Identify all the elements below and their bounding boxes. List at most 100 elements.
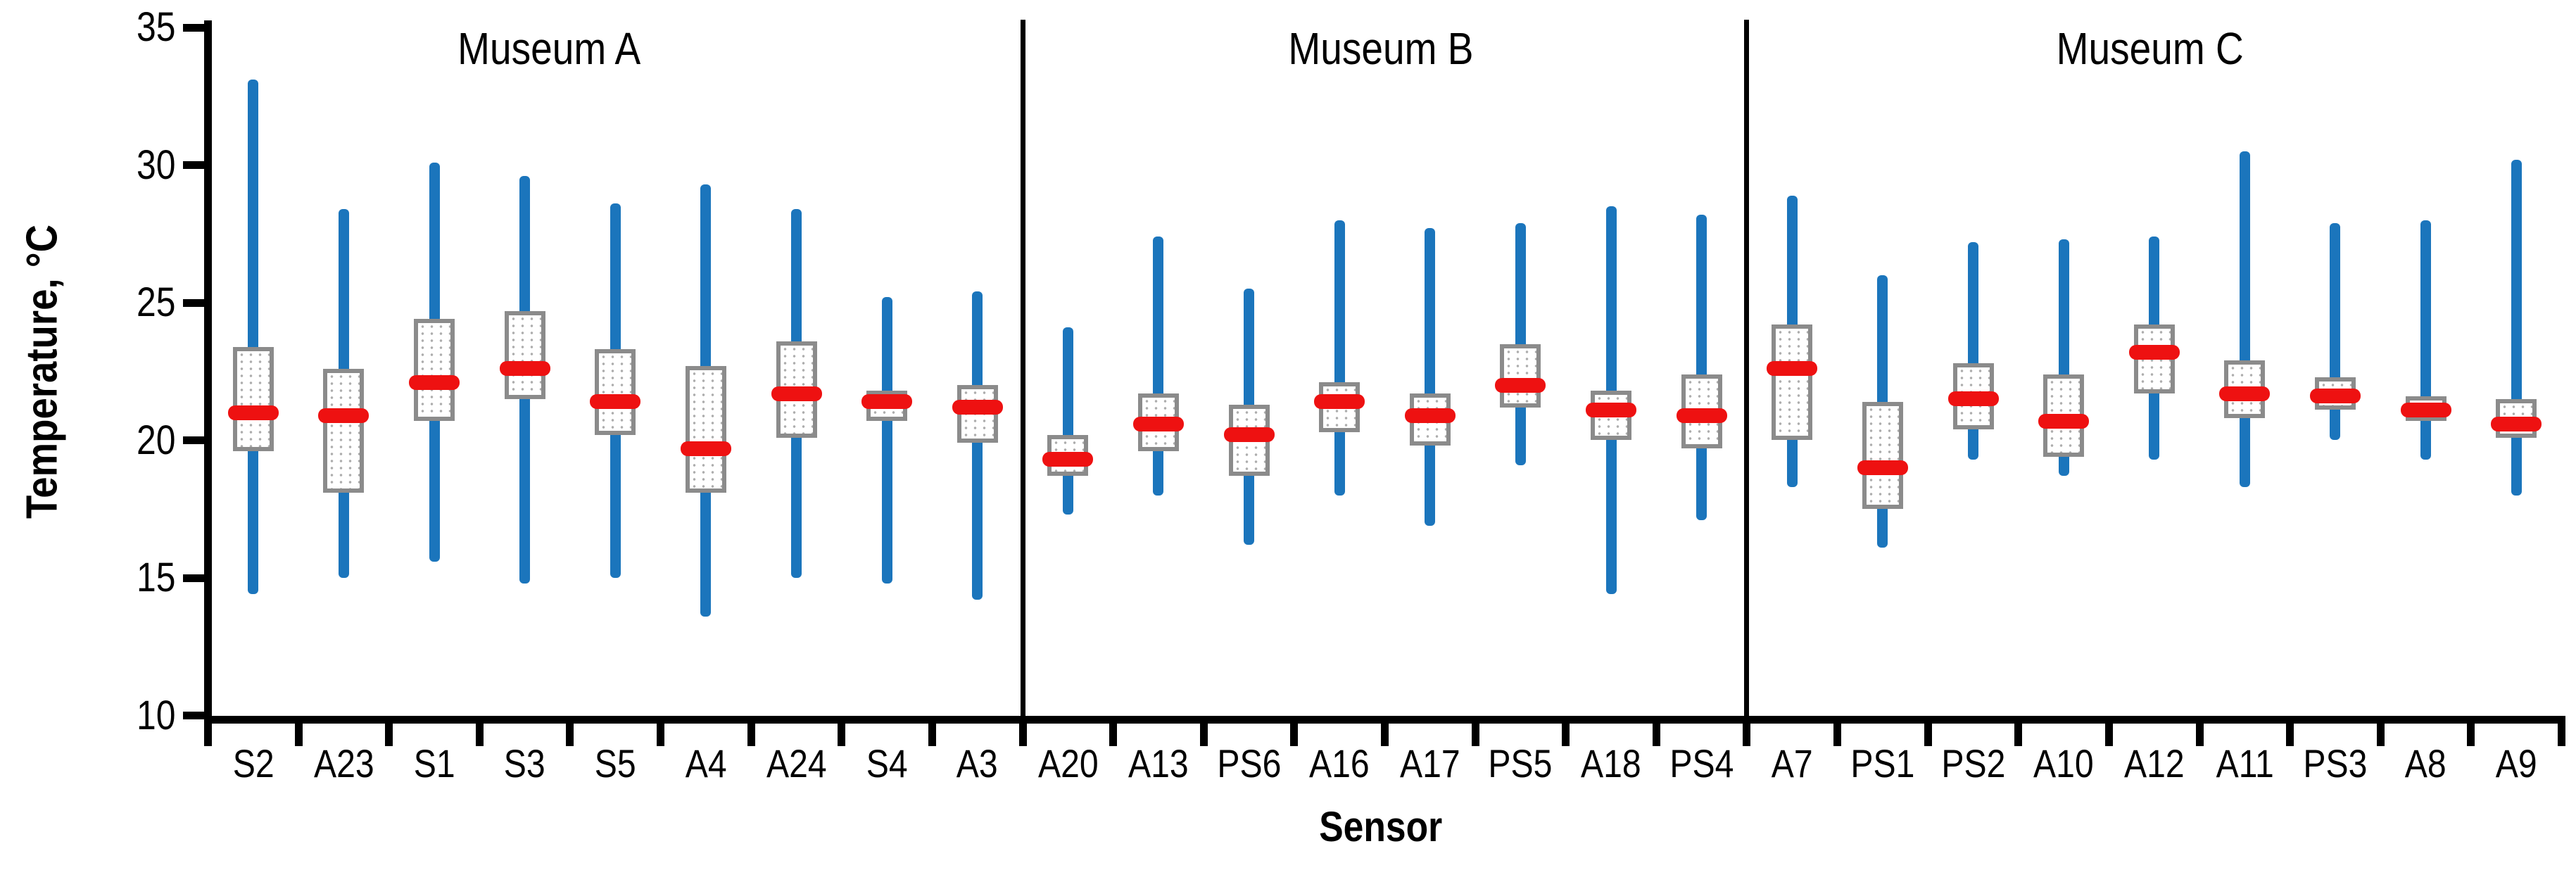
mean-marker: [680, 441, 731, 456]
iqr-box: [1500, 343, 1541, 408]
group-title-museum-c: Museum C: [2056, 23, 2244, 74]
x-axis-tick: [2558, 723, 2565, 746]
x-category-label: A24: [733, 742, 860, 786]
y-tick-label: 15: [21, 555, 176, 600]
x-category-label-text: A13: [1128, 741, 1189, 786]
y-axis-title-text: Temperature, °C: [18, 225, 67, 519]
y-tick-label-text: 10: [137, 692, 176, 738]
x-category-label: A23: [280, 742, 407, 786]
y-tick-label-text: 35: [137, 4, 176, 50]
whisker-range-bar: [972, 291, 983, 600]
iqr-box: [232, 346, 274, 452]
x-axis-tick: [2376, 723, 2385, 746]
mean-marker: [318, 408, 370, 423]
x-category-label: A9: [2453, 742, 2576, 786]
mean-marker: [1223, 427, 1275, 443]
whisker-range-bar: [248, 80, 259, 595]
mean-marker: [1495, 377, 1546, 393]
mean-marker: [1042, 452, 1094, 467]
x-category-label: A7: [1729, 742, 1855, 786]
x-category-label: A8: [2363, 742, 2489, 786]
x-category-label-text: A11: [2216, 741, 2274, 786]
mean-marker: [1947, 391, 1999, 407]
mean-marker: [861, 394, 913, 410]
iqr-box: [323, 368, 365, 493]
mean-marker: [952, 400, 1003, 415]
group-title-museum-b: Museum B: [1288, 23, 1474, 74]
x-category-label-text: PS3: [2303, 741, 2368, 786]
iqr-box: [414, 319, 455, 422]
x-axis-tick: [747, 723, 755, 746]
x-category-label-text: PS1: [1850, 741, 1915, 786]
x-axis-tick: [1109, 723, 1118, 746]
x-category-label: A12: [2091, 742, 2218, 786]
x-category-label-text: A20: [1037, 741, 1099, 786]
x-category-label: A3: [914, 742, 1041, 786]
mean-marker: [1767, 361, 1818, 377]
whisker-range-bar: [1425, 228, 1436, 526]
mean-marker: [1857, 460, 1908, 476]
y-axis-tick: [183, 298, 204, 307]
x-axis-tick: [1743, 723, 1751, 746]
whisker-range-bar: [1062, 327, 1073, 515]
mean-marker: [499, 361, 550, 377]
x-axis-title-text: Sensor: [1319, 803, 1443, 850]
iqr-box: [504, 310, 545, 399]
y-axis-tick: [183, 23, 204, 32]
y-axis-tick: [183, 574, 204, 582]
x-axis-tick: [2467, 723, 2475, 746]
mean-marker: [409, 374, 460, 390]
x-axis-tick: [2286, 723, 2294, 746]
museum-divider-line: [1744, 20, 1750, 724]
x-category-label-text: PS5: [1488, 741, 1553, 786]
y-tick-label: 25: [21, 280, 176, 325]
whisker-range-bar: [2420, 220, 2432, 460]
x-axis-tick: [566, 723, 574, 746]
mean-marker: [2128, 344, 2180, 360]
mean-marker: [2038, 413, 2090, 429]
mean-marker: [771, 386, 822, 401]
y-axis-tick: [183, 161, 204, 169]
mean-marker: [2219, 386, 2271, 401]
x-category-label-text: S5: [594, 741, 636, 786]
x-category-label: PS2: [1910, 742, 2037, 786]
y-axis-tick: [183, 436, 204, 444]
x-category-label-text: A10: [2033, 741, 2094, 786]
y-tick-label-text: 20: [137, 417, 176, 463]
x-category-label-text: A24: [766, 741, 827, 786]
x-axis-tick: [294, 723, 303, 746]
whisker-range-bar: [2239, 151, 2250, 487]
mean-marker: [2309, 389, 2361, 404]
x-axis-tick: [1471, 723, 1479, 746]
x-axis-tick: [2195, 723, 2204, 746]
x-category-label: S1: [371, 742, 498, 786]
x-axis-tick: [1833, 723, 1842, 746]
whisker-range-bar: [1334, 220, 1345, 496]
x-axis-line: [204, 715, 2565, 724]
x-category-label-text: A18: [1581, 741, 1641, 786]
x-category-label-text: S1: [413, 741, 455, 786]
mean-marker: [2400, 402, 2451, 417]
whisker-range-bar: [2511, 159, 2522, 496]
x-axis-tick: [1290, 723, 1299, 746]
y-axis-tick: [183, 712, 204, 719]
mean-marker: [2491, 416, 2542, 431]
whisker-range-bar: [1153, 237, 1164, 496]
x-axis-tick: [2104, 723, 2113, 746]
iqr-box: [685, 365, 726, 493]
x-category-label-text: A3: [956, 741, 999, 786]
x-category-label: PS4: [1639, 742, 1765, 786]
x-axis-tick: [1924, 723, 1932, 746]
x-category-label: S3: [462, 742, 588, 786]
x-category-label: PS6: [1186, 742, 1313, 786]
x-axis-tick: [1562, 723, 1570, 746]
iqr-box: [1862, 401, 1903, 510]
y-tick-label: 35: [21, 5, 176, 50]
museum-divider-line: [1020, 20, 1025, 724]
x-axis-tick: [838, 723, 846, 746]
x-axis-tick: [657, 723, 665, 746]
x-category-label: A17: [1367, 742, 1494, 786]
x-category-label-text: A7: [1771, 741, 1813, 786]
mean-marker: [227, 405, 279, 420]
x-category-label-text: S3: [504, 741, 546, 786]
